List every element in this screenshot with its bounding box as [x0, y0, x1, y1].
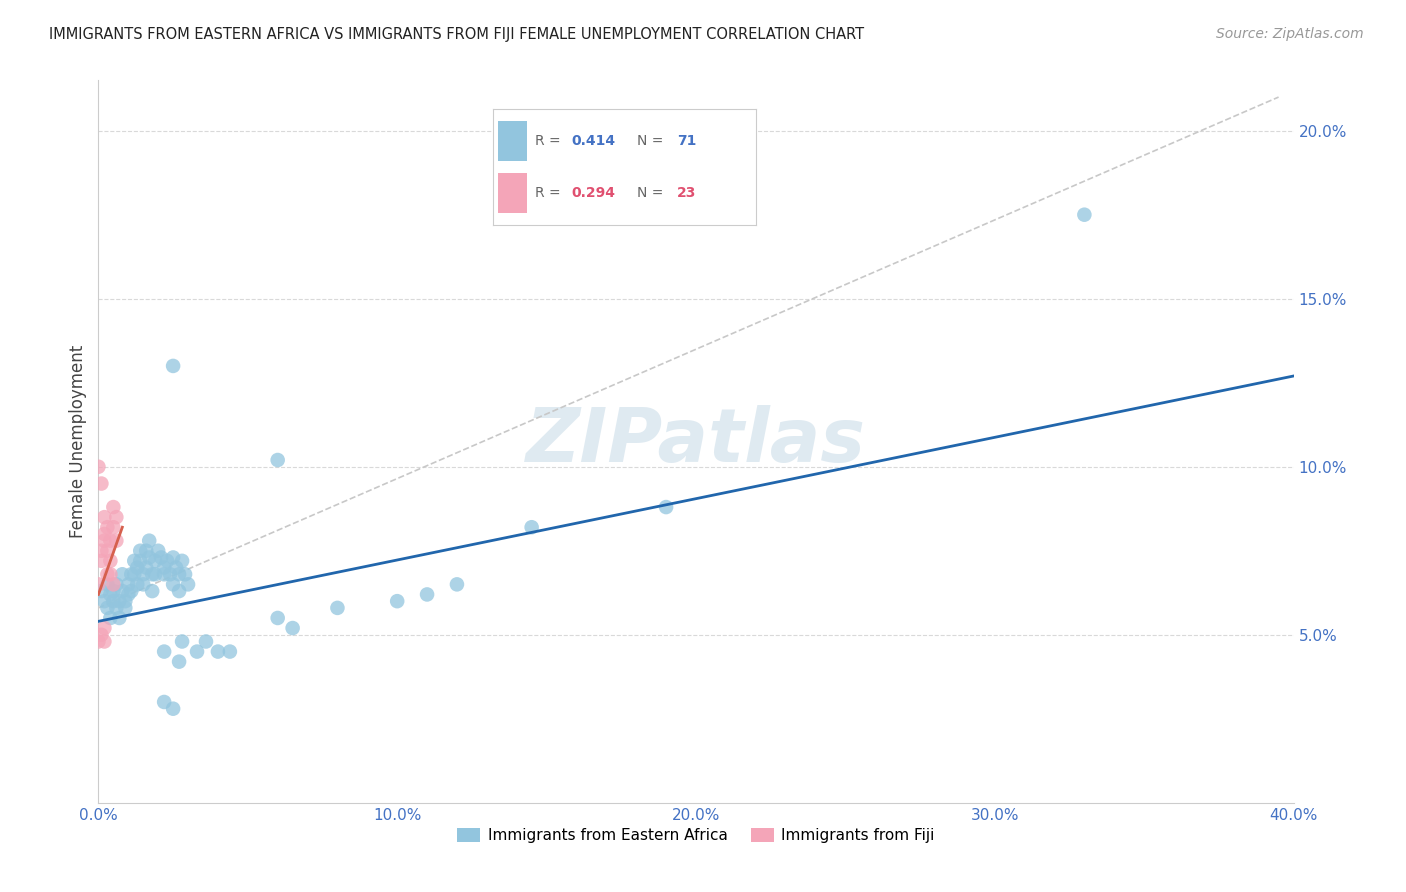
Point: [120, 567, 142, 582]
Point: [172, 634, 194, 648]
Point: [153, 560, 176, 574]
Point: [165, 560, 187, 574]
Point: [132, 577, 155, 591]
Point: [416, 587, 439, 601]
Point: [172, 554, 194, 568]
Point: [93, 510, 115, 524]
Point: [87, 459, 110, 474]
Point: [159, 567, 181, 582]
Point: [98, 554, 122, 568]
Point: [98, 533, 122, 548]
Point: [267, 453, 290, 467]
Point: [103, 584, 125, 599]
Point: [129, 543, 152, 558]
Text: IMMIGRANTS FROM EASTERN AFRICA VS IMMIGRANTS FROM FIJI FEMALE UNEMPLOYMENT CORRE: IMMIGRANTS FROM EASTERN AFRICA VS IMMIGR…: [49, 27, 865, 42]
Point: [96, 520, 118, 534]
Point: [96, 543, 118, 558]
Point: [150, 550, 173, 565]
Point: [103, 594, 125, 608]
Point: [138, 550, 160, 565]
Point: [143, 554, 166, 568]
Point: [520, 520, 543, 534]
Point: [127, 577, 149, 591]
Point: [326, 600, 349, 615]
Point: [93, 527, 115, 541]
Point: [98, 611, 122, 625]
Point: [93, 533, 115, 548]
Point: [111, 584, 134, 599]
Point: [167, 584, 190, 599]
Point: [96, 567, 118, 582]
Point: [127, 560, 149, 574]
Point: [167, 567, 190, 582]
Point: [87, 577, 110, 591]
Point: [148, 543, 170, 558]
Point: [90, 554, 112, 568]
Point: [207, 644, 229, 658]
Point: [135, 543, 157, 558]
Point: [162, 359, 184, 373]
Point: [281, 621, 304, 635]
Point: [153, 567, 176, 582]
Point: [135, 560, 157, 574]
Point: [177, 577, 200, 591]
Text: Source: ZipAtlas.com: Source: ZipAtlas.com: [1216, 27, 1364, 41]
Point: [87, 634, 110, 648]
Point: [167, 655, 190, 669]
Point: [162, 702, 184, 716]
Point: [117, 577, 139, 591]
Point: [105, 577, 128, 591]
Point: [108, 611, 131, 625]
Point: [446, 577, 468, 591]
Point: [105, 533, 128, 548]
Point: [132, 567, 155, 582]
Point: [90, 543, 112, 558]
Point: [267, 611, 290, 625]
Point: [124, 554, 146, 568]
Point: [98, 587, 122, 601]
Point: [156, 554, 179, 568]
Point: [124, 567, 146, 582]
Point: [93, 621, 115, 635]
Point: [108, 594, 131, 608]
Point: [117, 587, 139, 601]
Point: [96, 600, 118, 615]
Point: [153, 644, 176, 658]
Point: [174, 567, 197, 582]
Point: [90, 628, 112, 642]
Point: [103, 520, 125, 534]
Point: [162, 550, 184, 565]
Point: [103, 577, 125, 591]
Point: [143, 567, 166, 582]
Point: [195, 634, 218, 648]
Point: [105, 510, 128, 524]
Point: [1073, 208, 1095, 222]
Point: [129, 554, 152, 568]
Point: [103, 500, 125, 514]
Point: [655, 500, 678, 514]
Text: ZIPatlas: ZIPatlas: [526, 405, 866, 478]
Point: [114, 594, 136, 608]
Point: [90, 584, 112, 599]
Point: [96, 577, 118, 591]
Point: [93, 634, 115, 648]
Point: [138, 533, 160, 548]
Point: [120, 584, 142, 599]
Y-axis label: Female Unemployment: Female Unemployment: [69, 345, 87, 538]
Point: [141, 567, 163, 582]
Point: [186, 644, 208, 658]
Point: [162, 577, 184, 591]
Point: [105, 600, 128, 615]
Point: [93, 594, 115, 608]
Point: [141, 584, 163, 599]
Point: [111, 567, 134, 582]
Point: [153, 695, 176, 709]
Point: [98, 567, 122, 582]
Point: [90, 476, 112, 491]
Point: [114, 600, 136, 615]
Point: [385, 594, 409, 608]
Legend: Immigrants from Eastern Africa, Immigrants from Fiji: Immigrants from Eastern Africa, Immigran…: [451, 822, 941, 849]
Point: [219, 644, 242, 658]
